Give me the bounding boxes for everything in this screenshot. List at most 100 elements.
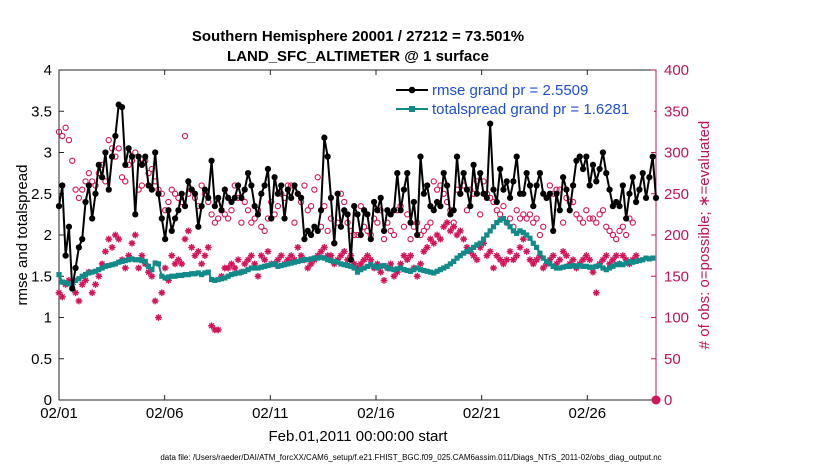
totalspread-point [613, 262, 619, 268]
possible-obs-point [301, 182, 308, 189]
possible-obs-point [138, 182, 146, 189]
y-tick-label-left: 0.5 [31, 351, 52, 368]
totalspread-point [126, 257, 132, 263]
rmse-point [62, 252, 69, 259]
x-tick-label: 02/01 [40, 405, 78, 422]
totalspread-point [165, 274, 172, 280]
totalspread-point [507, 224, 513, 230]
evaluated-obs-point [165, 276, 172, 284]
totalspread-point [431, 270, 437, 276]
possible-obs-point [546, 182, 554, 189]
totalspread-point [202, 270, 208, 276]
evaluated-obs-point [446, 227, 454, 235]
evaluated-obs-point [294, 243, 302, 251]
rmse-point [291, 182, 298, 189]
y-tick-label-left: 4 [44, 62, 52, 79]
rmse-point [294, 190, 301, 197]
rmse-point [553, 190, 560, 197]
rmse-point [221, 186, 228, 193]
possible-obs-point [623, 231, 630, 239]
possible-obs-point [603, 223, 610, 230]
y-tick-label-right: 350 [664, 103, 689, 120]
totalspread-point [534, 244, 540, 250]
rmse-point [533, 182, 540, 189]
evaluated-obs-point [304, 264, 312, 272]
rmse-point [573, 157, 580, 164]
evaluated-obs-point [284, 256, 292, 264]
rmse-point [225, 194, 232, 201]
evaluated-obs-point [92, 281, 99, 288]
rmse-point [367, 236, 374, 243]
rmse-point [606, 186, 613, 193]
totalspread-point [82, 272, 89, 278]
evaluated-obs-point [387, 260, 395, 268]
rmse-point [609, 203, 616, 210]
possible-obs-point [586, 215, 593, 222]
evaluated-obs-point [592, 289, 600, 297]
y-tick-label-left: 1.5 [31, 268, 52, 285]
rmse-point [118, 104, 126, 111]
possible-obs-point [251, 215, 258, 222]
evaluated-obs-point [254, 272, 262, 280]
evaluated-obs-point [496, 256, 504, 264]
rmse-point [341, 207, 348, 214]
rmse-point [599, 149, 607, 156]
evaluated-obs-point [55, 289, 63, 297]
rmse-point [526, 182, 534, 189]
totalspread-point [228, 272, 235, 278]
totalspread-point [354, 269, 361, 275]
possible-obs-point [583, 207, 590, 214]
rmse-point [500, 186, 507, 193]
rmse-point [205, 194, 212, 201]
possible-obs-point [165, 198, 172, 206]
rmse-point [470, 161, 477, 168]
totalspread-point [278, 262, 284, 269]
possible-obs-point [387, 227, 394, 235]
totalspread-point [398, 265, 404, 271]
totalspread-point [129, 256, 135, 262]
evaluated-obs-point [582, 252, 590, 260]
possible-obs-point [593, 219, 600, 226]
totalspread-point [235, 270, 241, 276]
rmse-point [503, 178, 510, 185]
evaluated-obs-point [158, 289, 166, 297]
totalspread-point [540, 255, 546, 261]
rmse-point [142, 153, 149, 160]
rmse-point [145, 182, 152, 189]
totalspread-point [248, 265, 254, 271]
totalspread-point [145, 263, 152, 269]
rmse-point [579, 165, 587, 173]
totalspread-point [557, 265, 563, 271]
totalspread-point [480, 236, 487, 242]
rmse-point [649, 153, 656, 160]
possible-obs-point [463, 207, 471, 214]
totalspread-point [112, 261, 118, 267]
totalspread-point [311, 255, 317, 261]
evaluated-obs-point [261, 256, 269, 264]
evaluated-obs-point [111, 231, 119, 239]
possible-obs-point [430, 178, 437, 185]
totalspread-point [616, 261, 623, 267]
evaluated-obs-point [95, 272, 103, 280]
possible-obs-point [357, 202, 364, 210]
rmse-point [556, 207, 563, 214]
rmse-point [390, 207, 398, 214]
totalspread-point [444, 263, 450, 269]
possible-obs-point [241, 198, 248, 206]
rmse-point [211, 203, 218, 210]
totalspread-point [72, 277, 79, 283]
evaluated-obs-point [148, 272, 156, 280]
totalspread-point [421, 267, 427, 274]
totalspread-point [159, 273, 165, 279]
totalspread-point [364, 263, 371, 269]
totalspread-point [597, 262, 603, 269]
totalspread-point [560, 264, 566, 270]
evaluated-obs-point [546, 256, 554, 264]
possible-obs-point [89, 178, 96, 185]
rmse-point [65, 223, 73, 230]
evaluated-obs-point [529, 260, 537, 268]
rmse-point [463, 186, 471, 193]
totalspread-point [79, 273, 85, 279]
totalspread-point [116, 259, 122, 265]
rmse-point [467, 203, 474, 210]
